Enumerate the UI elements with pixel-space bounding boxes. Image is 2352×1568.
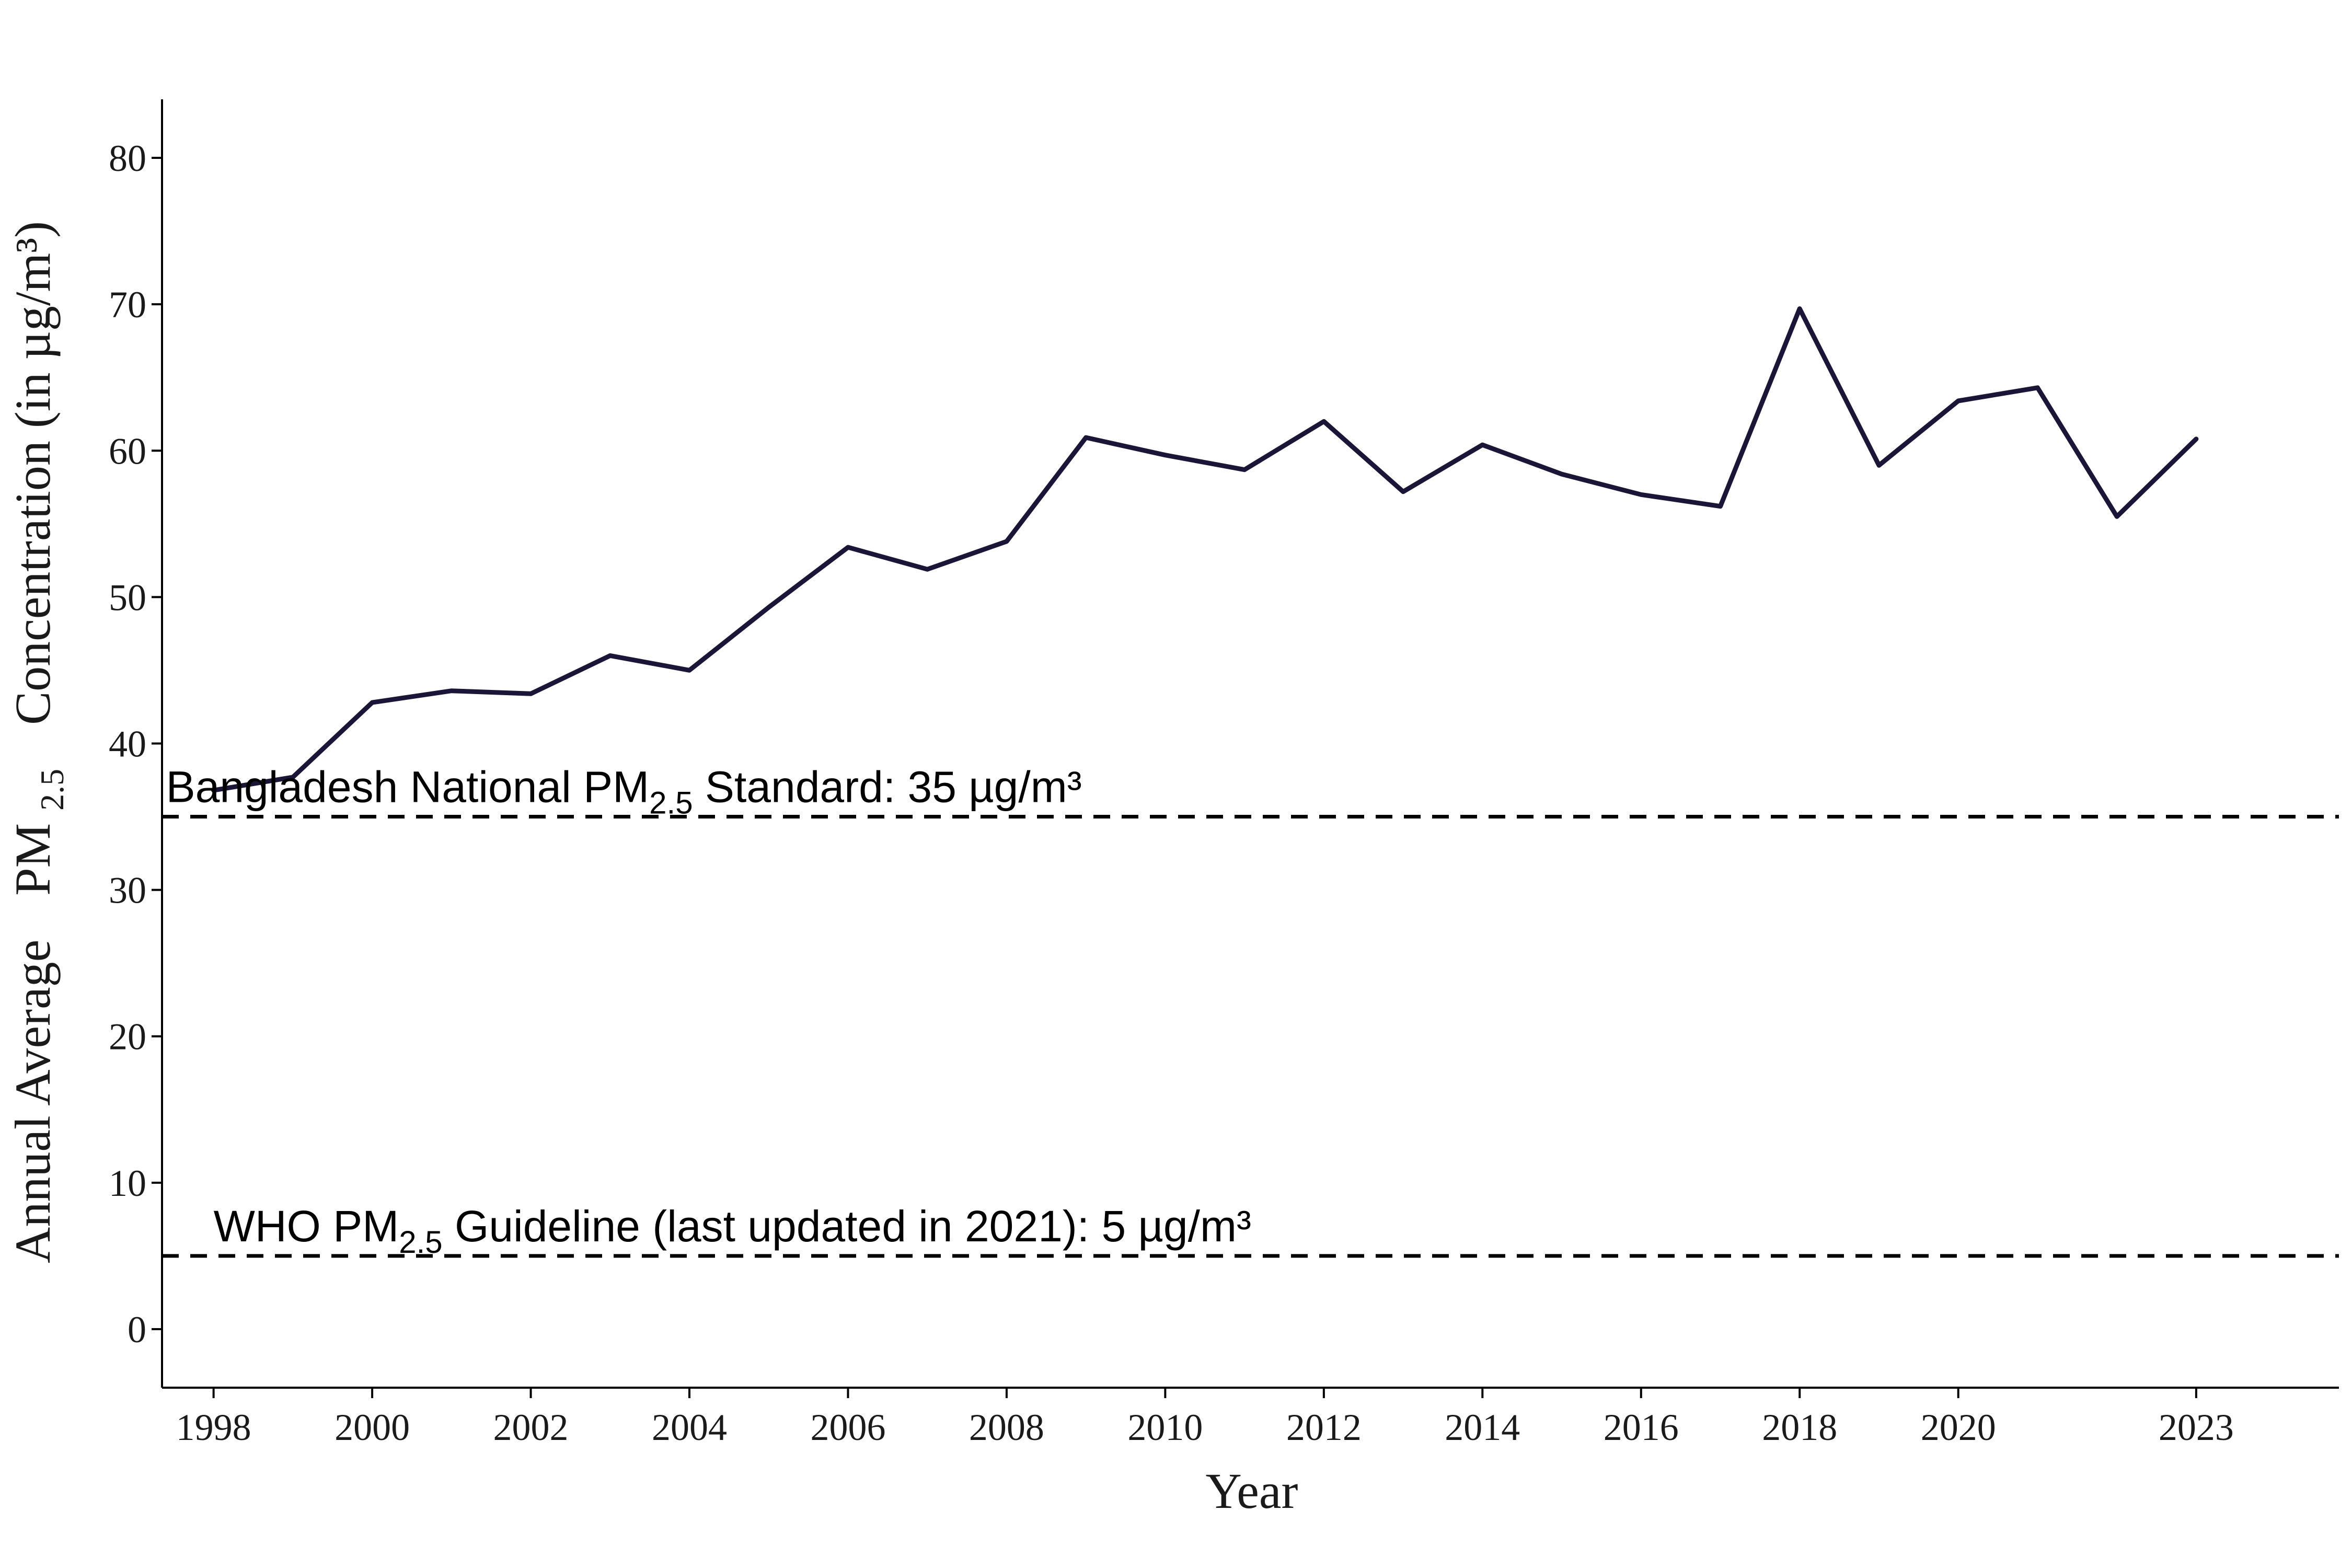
data-point	[528, 690, 534, 697]
data-point	[607, 652, 613, 659]
reference-label-text: Standard: 35 µg/m³	[693, 763, 1082, 812]
data-point	[2114, 513, 2120, 520]
x-tick-label: 2014	[1445, 1406, 1520, 1448]
data-point	[1004, 538, 1010, 545]
x-tick-label: 2016	[1604, 1406, 1679, 1448]
y-axis-title: Annual Average PM 2.5 Concentration (in …	[5, 221, 74, 1263]
x-tick-label: 1998	[176, 1406, 251, 1448]
data-point	[1479, 442, 1485, 448]
y-tick-label: 70	[109, 284, 146, 326]
y-tick-label: 80	[109, 137, 146, 179]
data-point	[369, 699, 375, 706]
y-tick-label: 30	[109, 870, 146, 912]
y-axis-title-pm: PM	[5, 823, 61, 896]
data-point	[448, 688, 455, 694]
y-tick-label: 50	[109, 577, 146, 618]
x-tick-label: 2023	[2159, 1406, 2234, 1448]
data-point	[1162, 452, 1168, 458]
x-tick-label: 2006	[810, 1406, 885, 1448]
data-point	[2034, 385, 2040, 391]
data-point	[1400, 489, 1406, 495]
reference-label-subscript: 2.5	[399, 1225, 442, 1260]
y-tick-label: 10	[109, 1162, 146, 1204]
x-axis-title: Year	[1206, 1463, 1298, 1519]
data-point	[845, 544, 851, 550]
data-point	[1955, 398, 1962, 404]
reference-line-label: Bangladesh National PM2.5 Standard: 35 µ…	[166, 763, 1082, 821]
x-tick-label: 2012	[1286, 1406, 1362, 1448]
data-point	[1559, 471, 1565, 477]
data-point	[1321, 418, 1327, 424]
data-point	[924, 566, 930, 572]
reference-label-text: Guideline (last updated in 2021): 5 µg/m…	[443, 1202, 1251, 1251]
y-tick-label: 40	[109, 723, 146, 765]
y-axis-title-pm-subscript: 2.5	[33, 769, 71, 811]
x-tick-label: 2010	[1127, 1406, 1203, 1448]
y-axis-title-suffix: Concentration (in µg/m³)	[5, 221, 61, 725]
x-tick-label: 2020	[1921, 1406, 1996, 1448]
reference-labels: Bangladesh National PM2.5 Standard: 35 µ…	[166, 763, 1251, 1260]
data-point	[1638, 491, 1644, 498]
y-axis-title-prefix: Annual Average	[5, 940, 61, 1263]
y-tick-label: 0	[128, 1309, 146, 1351]
x-tick-label: 2004	[652, 1406, 727, 1448]
reference-label-text: Bangladesh National PM	[166, 763, 650, 812]
reference-label-text: WHO PM	[214, 1202, 399, 1251]
data-point	[766, 604, 772, 610]
data-point	[1083, 434, 1089, 441]
data-point	[2193, 436, 2199, 442]
data-point	[1241, 467, 1248, 473]
y-tick-label: 60	[109, 430, 146, 472]
data-point	[1717, 503, 1724, 510]
reference-line-label: WHO PM2.5 Guideline (last updated in 202…	[214, 1202, 1251, 1260]
y-tick-label: 20	[109, 1016, 146, 1058]
axes: 0 10 20 30 40 50 60 70 80 1998 2000 2002 2004 2006 200…	[109, 99, 2339, 1448]
series-layer	[211, 306, 2199, 793]
x-tick-label: 2008	[969, 1406, 1044, 1448]
data-point	[686, 667, 693, 673]
x-tick-label: 2018	[1762, 1406, 1837, 1448]
data-point	[1876, 462, 1882, 468]
data-point	[1796, 306, 1803, 312]
series-line	[211, 306, 2199, 793]
reference-label-subscript: 2.5	[649, 786, 693, 821]
reference-lines	[162, 815, 2339, 1258]
x-tick-label: 2002	[493, 1406, 569, 1448]
x-tick-label: 2000	[335, 1406, 410, 1448]
